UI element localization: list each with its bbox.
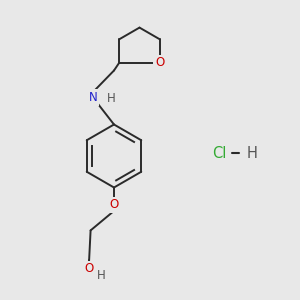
- Text: H: H: [247, 146, 257, 160]
- Text: Cl: Cl: [212, 146, 226, 160]
- Text: H: H: [106, 92, 116, 106]
- Text: O: O: [155, 56, 164, 69]
- Text: O: O: [85, 262, 94, 275]
- Text: N: N: [88, 91, 98, 104]
- Text: H: H: [97, 269, 106, 282]
- Text: O: O: [110, 198, 118, 212]
